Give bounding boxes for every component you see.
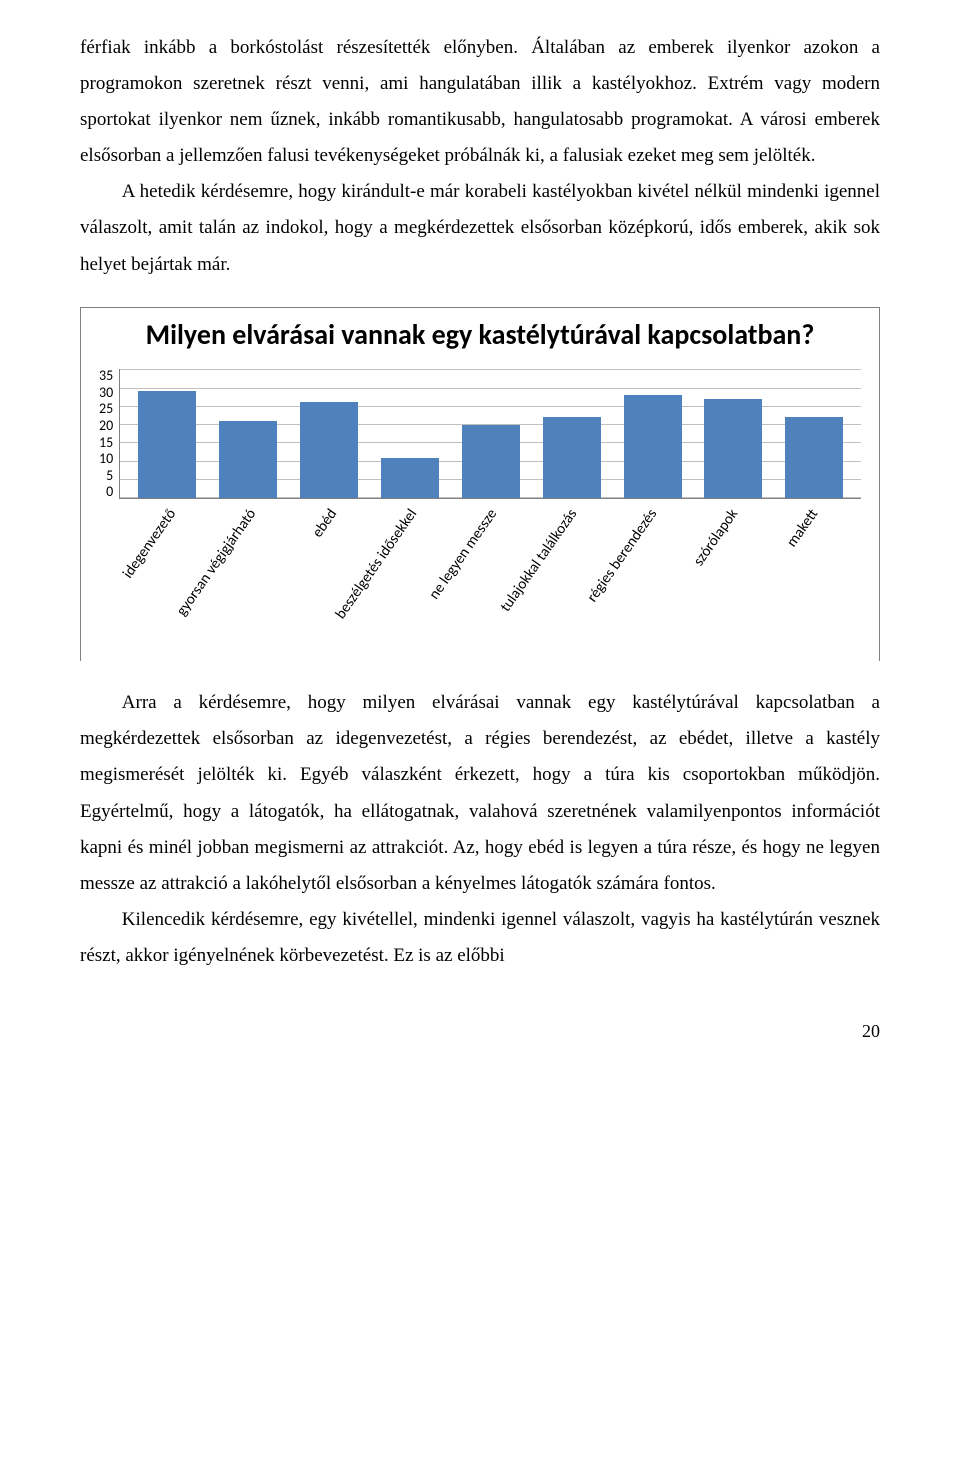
y-tick: 30 (99, 386, 113, 400)
body-paragraph-1: férfiak inkább a borkóstolást részesítet… (80, 30, 880, 174)
x-label: szórólapok (685, 503, 746, 573)
x-axis-labels: idegenvezetőgyorsan végigjárhatóebédbesz… (127, 503, 861, 653)
bar (624, 395, 682, 498)
bar (462, 425, 520, 499)
page-number: 20 (80, 1014, 880, 1048)
x-axis-spacer (99, 503, 127, 653)
bar (138, 391, 196, 498)
y-axis: 35 30 25 20 15 10 5 0 (99, 369, 119, 499)
body-paragraph-4: Kilencedik kérdésemre, egy kivétellel, m… (80, 902, 880, 974)
x-axis-row: idegenvezetőgyorsan végigjárhatóebédbesz… (99, 503, 861, 653)
bar (543, 417, 601, 498)
bar (300, 402, 358, 498)
bars-group (120, 369, 861, 498)
x-label-cell: szórólapok (706, 503, 764, 653)
y-tick: 10 (99, 452, 113, 466)
bar (785, 417, 843, 498)
y-tick: 25 (99, 402, 113, 416)
x-label: makett (779, 503, 827, 554)
body-paragraph-2: A hetedik kérdésemre, hogy kirándult-e m… (80, 174, 880, 282)
y-tick: 15 (99, 436, 113, 450)
bar (219, 421, 277, 498)
y-tick: 0 (106, 485, 113, 499)
bar (704, 399, 762, 499)
y-tick: 5 (106, 469, 113, 483)
y-tick: 20 (99, 419, 113, 433)
x-label-cell: régies berendezés (625, 503, 683, 653)
bar (381, 458, 439, 499)
body-paragraph-3: Arra a kérdésemre, hogy milyen elvárásai… (80, 685, 880, 902)
chart-container: Milyen elvárásai vannak egy kastélytúráv… (80, 307, 880, 662)
plot-area (119, 369, 861, 499)
x-label: ebéd (304, 503, 345, 544)
chart-plot-row: 35 30 25 20 15 10 5 0 (99, 369, 861, 499)
y-tick: 35 (99, 369, 113, 383)
x-label-cell: makett (786, 503, 844, 653)
x-label-cell: gyorsan végigjárható (224, 503, 282, 653)
chart-title: Milyen elvárásai vannak egy kastélytúráv… (99, 318, 861, 352)
